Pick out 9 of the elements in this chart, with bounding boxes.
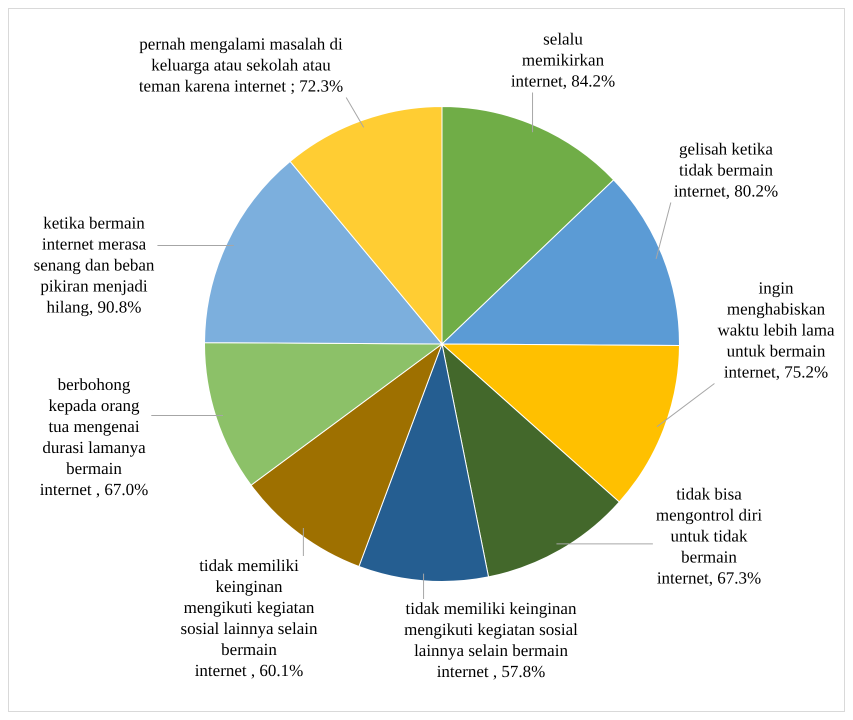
slice-label: selalu memikirkan internet, 84.2%: [510, 29, 616, 90]
slice-label: ketika bermain internet merasa senang dan beban pikiran menjadi hilang, 90.8%: [34, 213, 155, 316]
slice-label: tidak memiliki keinginan mengikuti kegiatan sosial lainnya selain bermain internet , 60.1%: [180, 556, 318, 680]
slice-label: gelisah ketika tidak bermain internet, 80.2%: [674, 139, 778, 200]
slice-label: ingin menghabiskan waktu lebih lama untuk bermain internet, 75.2%: [717, 278, 835, 382]
slice-label: berbohong kepada orang tua mengenai durasi lamanya bermain internet , 67.0%: [40, 374, 148, 499]
slice-label: tidak memiliki keinginan mengikuti kegiatan sosial lainnya selain bermain internet , 57.8%: [404, 598, 578, 681]
slice-label: pernah mengalami masalah di keluarga atau sekolah atau teman karena internet ; 72.3%: [138, 34, 344, 96]
slice-label: tidak bisa mengontrol diri untuk tidak bermain internet, 67.3%: [656, 484, 762, 588]
